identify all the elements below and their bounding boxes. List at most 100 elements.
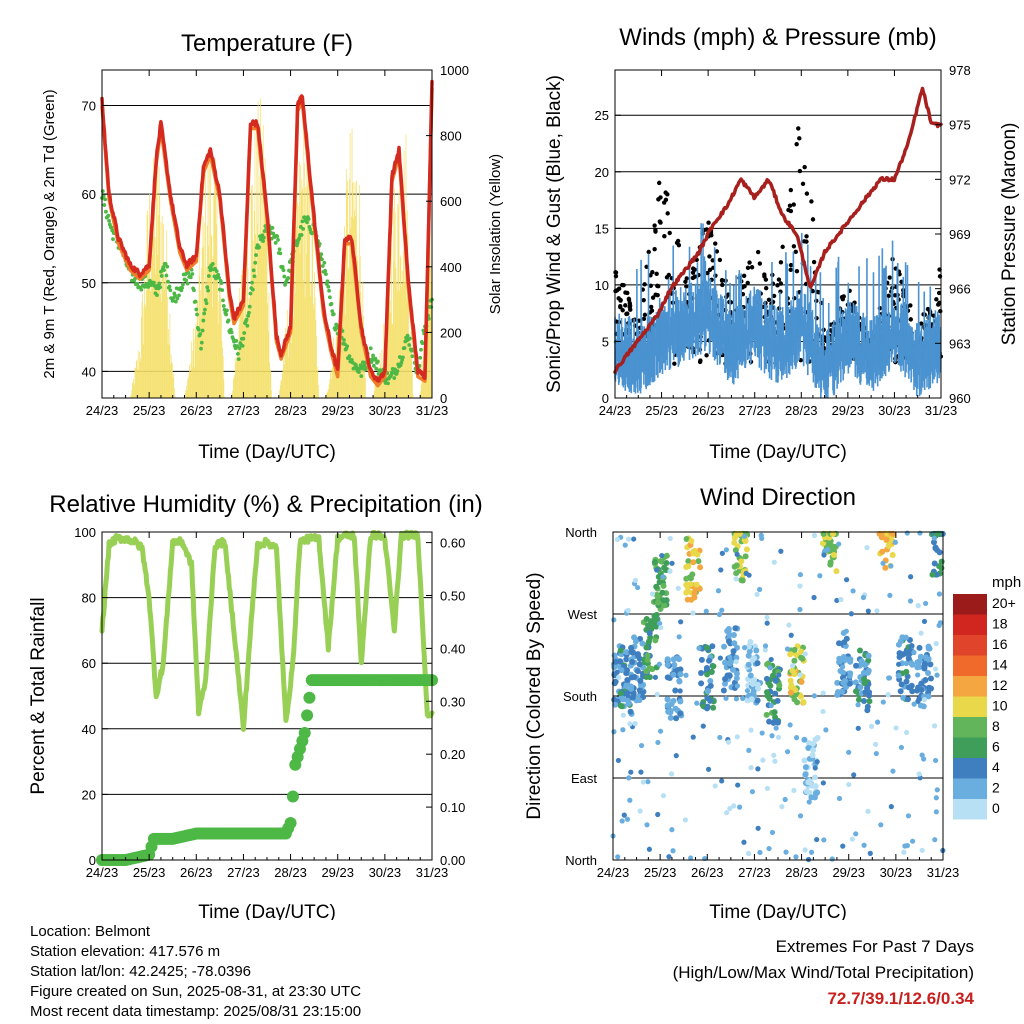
dewpoint-point bbox=[371, 363, 376, 368]
direction-point bbox=[626, 700, 633, 706]
direction-point bbox=[667, 714, 674, 721]
dewpoint-point bbox=[408, 336, 412, 341]
gust-point bbox=[664, 275, 670, 280]
x-tick-label: 28/23 bbox=[785, 403, 818, 418]
direction-point bbox=[797, 583, 803, 589]
direction-point bbox=[784, 646, 791, 652]
dewpoint-point bbox=[418, 355, 423, 360]
direction-point bbox=[855, 696, 862, 703]
dewpoint-point bbox=[201, 318, 206, 323]
direction-point bbox=[856, 647, 863, 654]
direction-point bbox=[919, 847, 925, 853]
direction-point bbox=[652, 637, 659, 644]
direction-point bbox=[798, 678, 805, 685]
direction-point bbox=[690, 550, 697, 557]
station-elevation: Station elevation: 417.576 m bbox=[30, 943, 221, 960]
gust-point bbox=[886, 293, 891, 299]
direction-point bbox=[932, 666, 939, 672]
dewpoint-point bbox=[199, 346, 203, 351]
direction-point bbox=[873, 741, 879, 747]
direction-point bbox=[707, 682, 714, 689]
dewpoint-point bbox=[173, 293, 177, 298]
dewpoint-point bbox=[244, 317, 249, 322]
direction-point bbox=[915, 603, 921, 609]
legend-label: 16 bbox=[992, 636, 1008, 652]
direction-point bbox=[936, 591, 943, 597]
legend-label: 14 bbox=[992, 657, 1008, 673]
dewpoint-point bbox=[106, 213, 111, 218]
direction-point bbox=[864, 703, 871, 710]
direction-point bbox=[619, 818, 625, 824]
y-tick-label: North bbox=[565, 853, 597, 868]
direction-point bbox=[664, 696, 671, 703]
direction-point bbox=[809, 740, 816, 747]
direction-point bbox=[834, 597, 840, 604]
direction-point bbox=[634, 651, 641, 658]
direction-point bbox=[836, 640, 843, 647]
direction-point bbox=[764, 785, 771, 792]
dewpoint-point bbox=[386, 381, 390, 386]
gust-point bbox=[652, 223, 657, 228]
direction-point bbox=[811, 693, 817, 699]
direction-point bbox=[916, 658, 923, 665]
extremes-values: 72.7/39.1/12.6/0.34 bbox=[827, 989, 974, 1008]
direction-point bbox=[802, 847, 808, 853]
dewpoint-point bbox=[368, 346, 373, 351]
direction-point bbox=[868, 723, 875, 729]
direction-point bbox=[808, 849, 815, 855]
direction-point bbox=[847, 656, 854, 663]
dewpoint-point bbox=[102, 203, 107, 207]
y-tick-label: 60 bbox=[82, 187, 96, 202]
gust-point bbox=[791, 202, 796, 207]
direction-title: Wind Direction bbox=[700, 484, 856, 511]
dewpoint-point bbox=[327, 288, 331, 293]
speed-legend: mph 20+ 18 16 14 12 10 8 6 4 2 0 bbox=[953, 574, 1021, 820]
gust-point bbox=[662, 233, 667, 239]
dewpoint-point bbox=[226, 318, 231, 323]
temperature-ylabel-left: 2m & 9m T (Red, Orange) & 2m Td (Green) bbox=[41, 89, 58, 378]
direction-point bbox=[678, 619, 684, 625]
gust-point bbox=[791, 244, 797, 249]
direction-point bbox=[900, 694, 907, 701]
y2-tick-label: 0.30 bbox=[440, 694, 465, 709]
y2-tick-label: 0.20 bbox=[440, 747, 465, 762]
direction-point bbox=[846, 749, 852, 755]
legend-swatch bbox=[953, 737, 987, 758]
precip-point bbox=[298, 727, 311, 740]
direction-point bbox=[771, 752, 777, 758]
direction-point bbox=[918, 630, 924, 636]
gust-point bbox=[804, 191, 810, 196]
dewpoint-point bbox=[354, 365, 359, 370]
direction-point bbox=[849, 836, 855, 842]
direction-point bbox=[929, 571, 936, 578]
x-tick-label: 29/23 bbox=[832, 865, 865, 880]
direction-point bbox=[696, 585, 703, 592]
direction-point bbox=[908, 660, 915, 667]
dewpoint-point bbox=[278, 251, 283, 256]
direction-point bbox=[706, 657, 713, 664]
dewpoint-point bbox=[371, 353, 375, 358]
direction-point bbox=[809, 752, 816, 759]
y2-tick-label: 1000 bbox=[440, 63, 469, 78]
direction-point bbox=[688, 537, 695, 544]
dewpoint-point bbox=[373, 356, 378, 361]
gust-point bbox=[925, 306, 931, 312]
direction-point bbox=[627, 797, 633, 803]
winds-ylabel-left: Sonic/Prop Wind & Gust (Blue, Black) bbox=[544, 75, 565, 393]
direction-point bbox=[797, 693, 804, 700]
y2-tick-label: 0.50 bbox=[440, 588, 465, 603]
precip-point bbox=[284, 816, 297, 829]
direction-point bbox=[801, 757, 808, 764]
direction-point bbox=[858, 658, 865, 665]
direction-point bbox=[857, 684, 864, 691]
direction-point bbox=[820, 780, 826, 786]
direction-point bbox=[833, 568, 840, 575]
direction-point bbox=[754, 697, 761, 704]
direction-point bbox=[771, 559, 777, 565]
direction-point bbox=[686, 574, 693, 581]
gust-point bbox=[698, 358, 703, 363]
direction-point bbox=[768, 656, 774, 663]
direction-point bbox=[695, 558, 702, 565]
direction-point bbox=[614, 669, 620, 675]
direction-point bbox=[923, 600, 929, 607]
